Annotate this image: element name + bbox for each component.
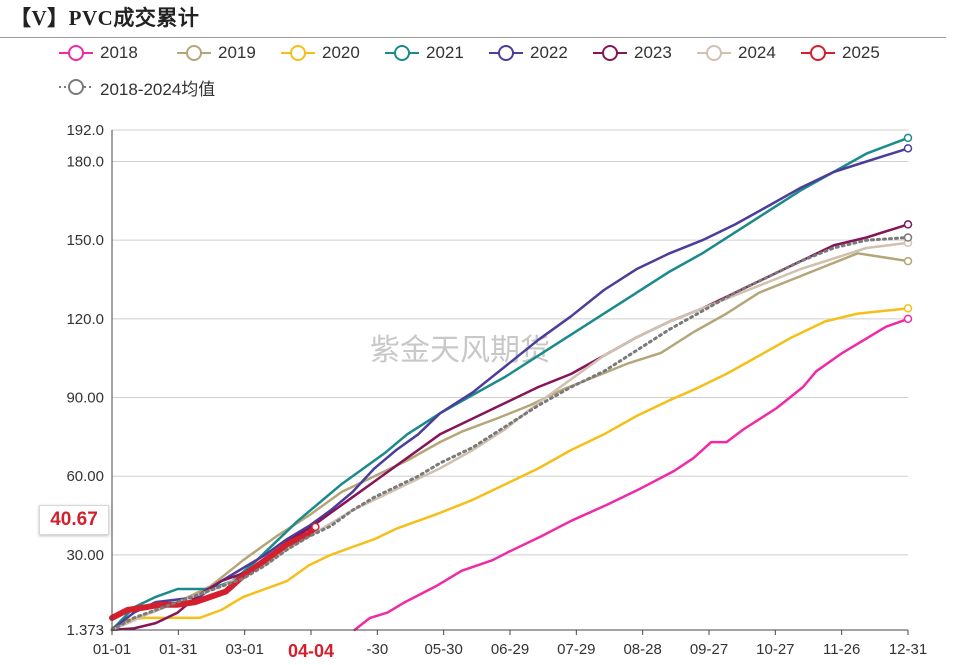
y-tick-label: 192.0 [66, 122, 104, 139]
legend-item-2022[interactable]: 2022 [488, 42, 568, 64]
legend-label: 2020 [322, 43, 360, 62]
series-line [110, 241, 910, 632]
x-tick-label: -30 [366, 641, 388, 658]
series-2021 [110, 133, 913, 632]
y-tick-label: 180.0 [66, 153, 104, 170]
legend-label: 2019 [218, 43, 256, 62]
series-2018-2024均值 [110, 233, 913, 632]
series-2022 [110, 144, 913, 632]
legend-marker-icon [59, 79, 93, 95]
legend-label: 2025 [842, 43, 880, 62]
series-end-marker [311, 522, 320, 532]
chart-title: 【V】PVC成交累计 [10, 6, 200, 30]
series-2024 [110, 238, 913, 632]
x-tick-label: 01-01 [93, 641, 131, 658]
legend-item-2019[interactable]: 2019 [176, 42, 256, 64]
legend-item-2018[interactable]: 2018 [58, 42, 138, 64]
legend-label: 2021 [426, 43, 464, 62]
x-tick-label: 12-31 [889, 641, 927, 658]
legend-marker-icon [281, 45, 315, 61]
series-line [110, 147, 910, 632]
x-tick-label: 10-27 [756, 641, 794, 658]
legend-label: 2022 [530, 43, 568, 62]
series-2020 [110, 304, 913, 630]
legend-label: 2018-2024均值 [100, 79, 216, 99]
series-line [110, 236, 910, 632]
x-tick-label: 09-27 [690, 641, 728, 658]
watermark-text: 紫金天风期货 [370, 333, 550, 368]
series-end-marker [903, 233, 913, 242]
y-tick-label: 1.373 [66, 622, 104, 639]
title-divider [0, 37, 946, 38]
x-tick-label: 05-30 [424, 641, 462, 658]
series-line [353, 317, 910, 632]
legend-item-2024[interactable]: 2024 [696, 42, 776, 64]
x-tick-label: 03-01 [225, 641, 263, 658]
legend-item-2025[interactable]: 2025 [800, 42, 880, 64]
x-tick-label: 07-29 [557, 641, 595, 658]
series-end-marker [903, 304, 913, 313]
y-tick-label: 150.0 [66, 232, 104, 249]
legend-marker-icon [593, 45, 627, 61]
series-end-marker [903, 144, 913, 153]
legend-marker-icon [385, 45, 419, 61]
current-value-badge: 40.67 [39, 505, 109, 535]
x-tick-label: 08-28 [623, 641, 661, 658]
y-tick-label: 90.00 [66, 390, 104, 407]
legend-marker-icon [697, 45, 731, 61]
series-end-marker [903, 133, 913, 143]
legend-label: 2023 [634, 43, 672, 62]
legend-marker-icon [801, 45, 835, 61]
series-line [110, 307, 910, 630]
legend-label: 2024 [738, 43, 776, 62]
x-tick-label-current: 04-04 [288, 641, 334, 661]
legend-marker-icon [177, 45, 211, 61]
gridlines [112, 129, 908, 631]
x-tick-label: 11-26 [823, 641, 860, 658]
legend-item-2021[interactable]: 2021 [384, 42, 464, 64]
series-line [109, 523, 319, 621]
y-tick-label: 120.0 [66, 311, 104, 328]
legend-item-2020[interactable]: 2020 [280, 42, 360, 64]
legend-item-2018-2024均值[interactable]: 2018-2024均值 [58, 76, 216, 99]
y-tick-label: 60.00 [66, 468, 104, 485]
x-tick-label: 06-29 [491, 641, 529, 658]
series-line [110, 252, 910, 632]
legend-marker-icon [59, 45, 93, 61]
series-layer [109, 133, 913, 632]
series-end-marker [903, 220, 913, 229]
series-end-marker [903, 314, 913, 324]
series-2025 [109, 522, 320, 621]
legend-label: 2018 [100, 43, 138, 62]
series-end-marker [903, 256, 913, 266]
series-2019 [110, 252, 913, 632]
legend-item-2023[interactable]: 2023 [592, 42, 672, 64]
y-tick-label: 30.00 [66, 547, 104, 564]
x-tick-label: 01-31 [159, 641, 197, 658]
series-line [110, 136, 910, 632]
axes: 1.373 30.00 60.00 90.00 120.0 150.0 180.0 192.0… [66, 122, 927, 661]
legend-marker-icon [489, 45, 523, 61]
series-2018 [353, 314, 913, 632]
